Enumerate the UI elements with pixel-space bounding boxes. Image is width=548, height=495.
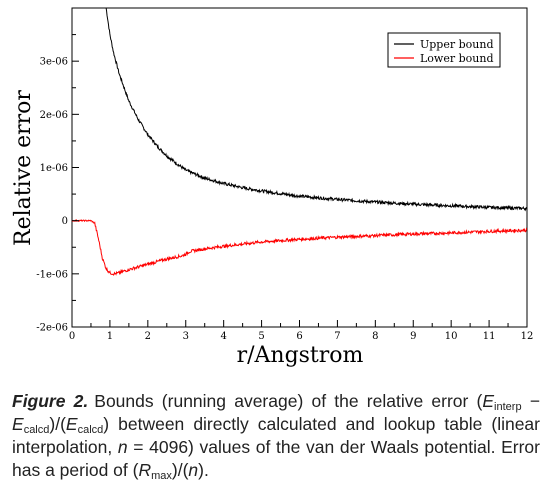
caption-figure-label: Figure 2. [12,391,89,411]
x-tick-label: 4 [220,331,226,342]
y-tick-label: 1e-06 [40,163,68,174]
x-tick-label: 6 [296,331,302,342]
figure-caption: Figure 2. Bounds (running average) of the… [12,390,540,482]
caption-text-2: ) between directly calculated and lookup… [12,414,540,457]
caption-var-e2: E [12,414,24,434]
caption-text-3: = 4096) values of the van der Waals pote… [12,437,540,480]
x-tick-label: 1 [107,331,113,342]
x-tick-label: 10 [445,331,458,342]
caption-var-n2: n [188,460,199,480]
y-tick-label: 2e-06 [40,110,68,121]
caption-mid: )/( [49,414,66,434]
caption-var-n: n [117,437,128,457]
x-tick-label: 12 [521,331,534,342]
caption-sub-calcd-1: calcd [23,424,50,436]
y-axis-title: Relative error [11,90,36,246]
caption-var-e1: E [482,391,495,411]
x-tick-label: 3 [183,331,189,342]
legend-box [387,32,501,68]
y-tick-label: -2e-06 [36,323,68,334]
y-tick-label: 0 [62,216,68,227]
series-line-upper-bound [105,8,527,212]
x-tick-label: 7 [334,331,340,342]
caption-var-rmax: R [138,460,152,480]
caption-sub-interp: interp [494,401,522,413]
caption-sub-calcd-2: calcd [77,424,104,436]
legend: Upper bound Lower bound [387,32,501,68]
caption-text-4: )/( [171,460,189,480]
caption-var-e3: E [65,414,78,434]
series-line-lower-bound [72,219,527,276]
legend-label-upper: Upper bound [420,38,494,51]
y-tick-label: 3e-06 [40,57,68,68]
caption-minus: − [521,391,540,411]
caption-text-1: Bounds (running average) of the relative… [94,391,483,411]
x-tick-label: 11 [483,331,496,342]
x-tick-label: 8 [372,331,378,342]
caption-text-5: ). [198,460,209,480]
x-tick-label: 9 [410,331,416,342]
y-tick-label: -1e-06 [36,269,68,280]
caption-sub-max: max [151,470,172,482]
x-axis-title: r/Angstrom [237,343,364,368]
x-tick-label: 0 [69,331,75,342]
x-tick-label: 5 [258,331,264,342]
legend-label-lower: Lower bound [420,52,493,65]
x-tick-label: 2 [145,331,151,342]
relative-error-chart: 0 1 2 3 4 5 6 7 8 9 10 11 12-2e-06-1e-0601e-062e-063… [11,7,534,368]
